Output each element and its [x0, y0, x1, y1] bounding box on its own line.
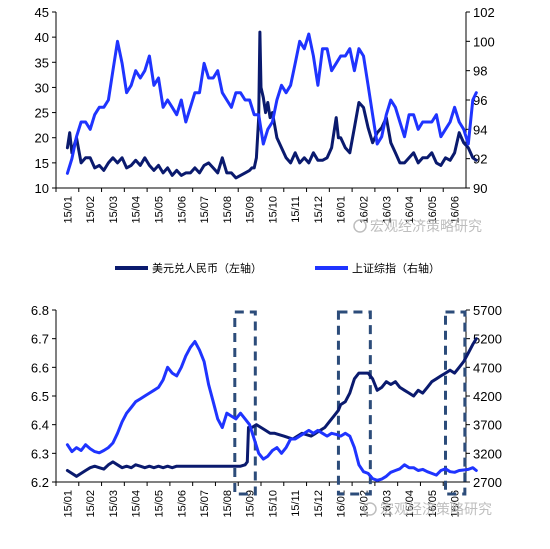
left-tick-label: 6.2 [31, 475, 49, 490]
x-tick-label: 15/06 [176, 490, 188, 518]
highlight-boxes [233, 310, 467, 496]
x-tick-label: 16/03 [381, 196, 393, 224]
series-line-usdcny [65, 337, 478, 478]
left-tick-label: 40 [35, 30, 49, 45]
x-tick-label: 15/11 [290, 196, 302, 223]
wechat-icon [363, 502, 377, 516]
watermark-text: 宏观经济策略研究 [380, 501, 492, 518]
right-tick-label: 100 [473, 34, 495, 49]
x-tick-label: 16/06 [450, 490, 462, 518]
left-tick-label: 6.8 [31, 303, 49, 318]
x-tick-label: 15/10 [267, 490, 279, 518]
right-tick-label: 5200 [473, 332, 502, 347]
left-tick-label: 10 [35, 181, 49, 196]
x-tick-label: 16/05 [427, 196, 439, 224]
right-tick-label: 96 [473, 93, 487, 108]
bottom-left-axis-ticks: 6.2 6.3 6.4 6.5 6.6 6.7 6.8 [31, 303, 56, 490]
right-tick-label: 90 [473, 181, 487, 196]
bottom-series [65, 337, 478, 482]
x-tick-label: 15/07 [199, 490, 211, 518]
legend: 美元兑人民币（左轴） 上证综指（右轴） [115, 261, 440, 275]
left-tick-label: 35 [35, 55, 49, 70]
x-tick-label: 15/11 [290, 490, 302, 517]
x-tick-label: 15/07 [199, 196, 211, 224]
highlight-box [233, 310, 257, 496]
highlight-box [444, 310, 467, 496]
x-tick-label: 15/03 [108, 196, 120, 224]
x-tick-label: 15/05 [154, 196, 166, 224]
x-tick-label: 15/04 [131, 196, 143, 224]
x-tick-label: 16/06 [450, 196, 462, 224]
bottom-x-axis-ticks: 15/01 15/02 15/03 15/04 15/05 15/06 15/07 15/08… [55, 482, 462, 518]
x-tick-label: 15/05 [154, 490, 166, 518]
x-tick-label: 16/02 [359, 490, 371, 518]
watermark-text: 宏观经济策略研究 [370, 218, 482, 235]
x-tick-label: 16/05 [427, 490, 439, 518]
chart-bottom: 6.2 6.3 6.4 6.5 6.6 6.7 6.8 2700 3200 3700 4200 47… [31, 303, 502, 518]
x-tick-label: 15/02 [85, 490, 97, 518]
right-tick-label: 3700 [473, 418, 502, 433]
left-tick-label: 6.3 [31, 446, 49, 461]
x-tick-label: 15/04 [131, 490, 143, 518]
x-tick-label: 15/01 [62, 490, 74, 518]
x-tick-label: 15/09 [245, 196, 257, 224]
left-tick-label: 25 [35, 106, 49, 121]
x-tick-label: 15/12 [313, 196, 325, 224]
series-line-sse [65, 32, 478, 175]
left-tick-label: 6.4 [31, 418, 49, 433]
left-tick-label: 20 [35, 131, 49, 146]
x-tick-label: 16/01 [336, 196, 348, 224]
series-line-usdcny [65, 30, 478, 180]
x-tick-label: 15/08 [222, 490, 234, 518]
top-series [65, 30, 478, 180]
right-tick-label: 3200 [473, 446, 502, 461]
top-right-axis-ticks: 90 92 94 96 98 100 102 [466, 5, 495, 196]
x-tick-label: 15/02 [85, 196, 97, 224]
right-tick-label: 4200 [473, 389, 502, 404]
x-tick-label: 16/01 [336, 490, 348, 518]
left-tick-label: 30 [35, 80, 49, 95]
highlight-box [336, 310, 372, 496]
x-tick-label: 15/09 [245, 490, 257, 518]
watermark-bottom: 宏观经济策略研究 [363, 501, 492, 518]
left-tick-label: 6.5 [31, 389, 49, 404]
right-tick-label: 5700 [473, 303, 502, 318]
left-tick-label: 6.6 [31, 360, 49, 375]
right-tick-label: 92 [473, 152, 487, 167]
x-tick-label: 16/03 [381, 490, 393, 518]
top-left-axis-ticks: 10 15 20 25 30 35 40 45 [35, 5, 56, 196]
x-tick-label: 16/04 [404, 196, 416, 224]
x-tick-label: 15/12 [313, 490, 325, 518]
legend-label-sse: 上证综指（右轴） [352, 261, 440, 275]
watermark-top: 宏观经济策略研究 [353, 218, 482, 235]
series-line-sse [65, 340, 478, 482]
right-tick-label: 102 [473, 5, 495, 20]
left-tick-label: 6.7 [31, 332, 49, 347]
right-tick-label: 2700 [473, 475, 502, 490]
bottom-right-axis-ticks: 2700 3200 3700 4200 4700 5200 5700 [466, 303, 502, 490]
x-tick-label: 15/01 [62, 196, 74, 224]
top-x-axis-ticks: 15/01 15/02 15/03 15/04 15/05 15/06 15/07 15/08… [55, 188, 462, 224]
x-tick-label: 15/10 [267, 196, 279, 224]
right-tick-label: 98 [473, 64, 487, 79]
x-tick-label: 15/03 [108, 490, 120, 518]
x-tick-label: 16/02 [359, 196, 371, 224]
legend-label-usdcny: 美元兑人民币（左轴） [152, 261, 262, 275]
right-tick-label: 94 [473, 122, 487, 137]
wechat-icon [353, 219, 367, 233]
x-tick-label: 15/08 [222, 196, 234, 224]
left-tick-label: 45 [35, 5, 49, 20]
left-tick-label: 15 [35, 156, 49, 171]
x-tick-label: 15/06 [176, 196, 188, 224]
x-tick-label: 16/04 [404, 490, 416, 518]
right-tick-label: 4700 [473, 360, 502, 375]
